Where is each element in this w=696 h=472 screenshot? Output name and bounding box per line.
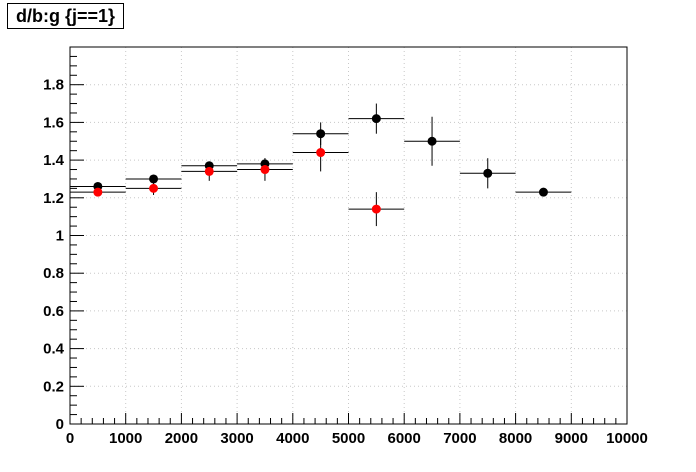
data-point xyxy=(316,148,326,158)
x-tick-label: 0 xyxy=(66,430,74,447)
y-tick-label: 1 xyxy=(56,228,64,245)
data-point xyxy=(149,183,159,193)
data-point xyxy=(149,174,159,184)
y-tick-label: 0.8 xyxy=(43,265,64,282)
data-point xyxy=(93,187,103,197)
y-tick-label: 1.2 xyxy=(43,190,64,207)
y-tick-label: 0.6 xyxy=(43,303,64,320)
data-point xyxy=(427,136,437,146)
series-2 xyxy=(70,133,405,227)
x-tick-labels: 0 1000 2000 3000 4000 5000 6000 7000 8000 9000 100… xyxy=(66,430,648,447)
x-tick-label: 3000 xyxy=(220,430,253,447)
grid xyxy=(70,47,627,424)
x-tick-label: 7000 xyxy=(443,430,476,447)
data-point xyxy=(371,204,381,214)
x-tick-label: 6000 xyxy=(388,430,421,447)
data-point xyxy=(538,187,548,197)
data-point xyxy=(371,114,381,124)
x-tick-label: 10000 xyxy=(606,430,648,447)
y-tick-label: 0.2 xyxy=(43,378,64,395)
x-tick-label: 5000 xyxy=(332,430,365,447)
chart-title: d/b:g {j==1} xyxy=(7,3,125,29)
data-point xyxy=(204,166,214,176)
y-tick-label: 0 xyxy=(56,416,64,433)
y-tick-label: 1.4 xyxy=(43,152,65,169)
y-tick-label: 1.8 xyxy=(43,77,64,94)
y-tick-labels: 0 0.2 0.4 0.6 0.8 1 1.2 1.4 1.6 1.8 xyxy=(43,77,65,433)
x-tick-label: 8000 xyxy=(499,430,532,447)
y-tick-label: 1.6 xyxy=(43,114,64,131)
x-tick-label: 4000 xyxy=(276,430,309,447)
x-tick-label: 2000 xyxy=(165,430,198,447)
data-points xyxy=(70,103,572,227)
x-tick-label: 9000 xyxy=(555,430,588,447)
data-point xyxy=(260,165,270,175)
x-tick-label: 1000 xyxy=(109,430,142,447)
data-point xyxy=(483,168,493,178)
y-tick-label: 0.4 xyxy=(43,341,65,358)
axis-ticks xyxy=(69,46,628,425)
